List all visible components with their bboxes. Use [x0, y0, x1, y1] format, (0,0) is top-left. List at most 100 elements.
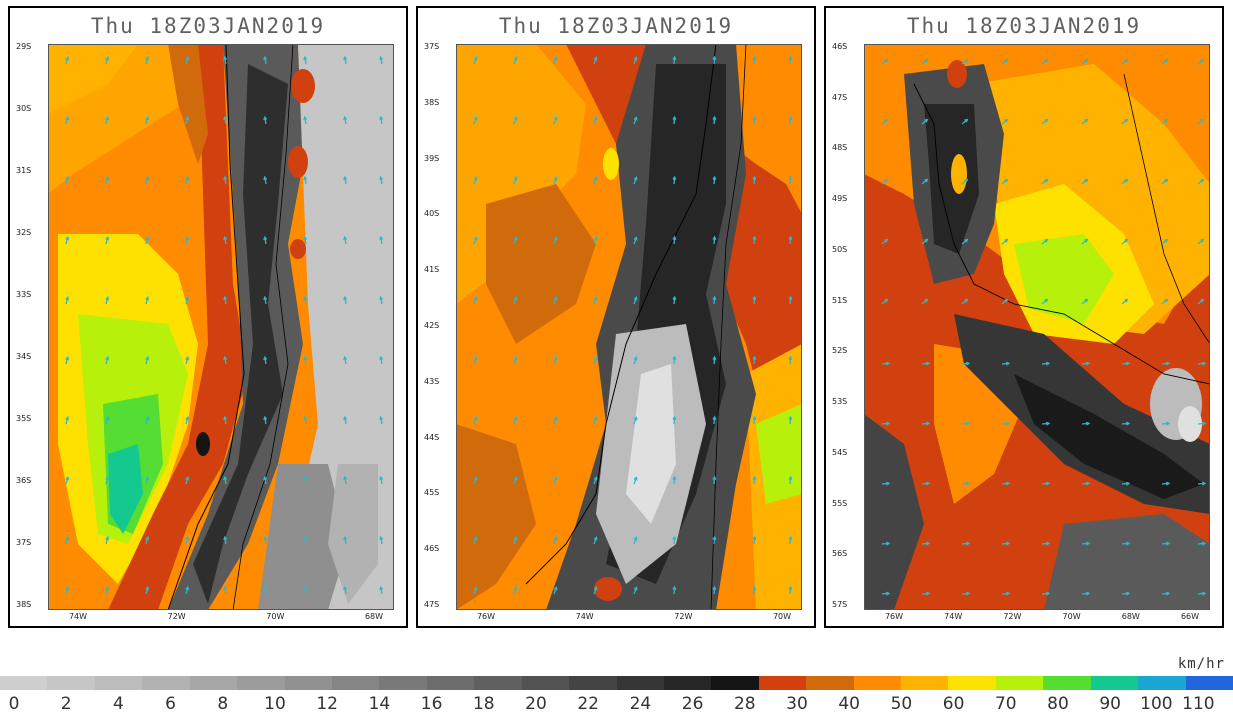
- colorbar-label: 8: [217, 694, 229, 714]
- border-line: [1123, 73, 1210, 345]
- colorbar-segment: [853, 676, 902, 690]
- colorbar: [0, 676, 1233, 690]
- latitude-tick-label: 36S: [16, 476, 32, 485]
- wind-pocket: [288, 146, 308, 178]
- colorbar-label: 90: [1099, 694, 1122, 714]
- wind-speed-map: [48, 44, 394, 610]
- panel-title: Thu 18Z03JAN2019: [498, 14, 734, 38]
- longitude-tick-label: 74W: [575, 612, 594, 621]
- colorbar-label: 22: [577, 694, 600, 714]
- colorbar-segment: [0, 676, 49, 690]
- colorbar-segment: [569, 676, 618, 690]
- colorbar-label: 10: [264, 694, 286, 714]
- ocean-wind-region: [48, 44, 138, 114]
- latitude-tick-label: 51S: [832, 295, 848, 305]
- longitude-tick-label: 74W: [944, 612, 963, 621]
- island-terrain: [1014, 374, 1204, 499]
- wind-speed-map: [456, 44, 802, 610]
- coastline: [525, 44, 717, 585]
- ocean-wind-region: [486, 184, 596, 344]
- latitude-tick-label: 48S: [832, 143, 848, 153]
- map-panel: Thu 18Z03JAN2019 29S 30S 31S 32S 33S 34S 35S 36S…: [8, 6, 408, 628]
- colorbar-label: 20: [525, 694, 547, 714]
- colorbar-segment: [901, 676, 950, 690]
- border-line: [710, 44, 747, 610]
- colorbar-segment: [616, 676, 665, 690]
- colorbar-label: 2: [60, 694, 72, 714]
- latitude-tick-label: 46S: [424, 544, 440, 554]
- longitude-tick-label: 70W: [772, 612, 792, 621]
- latitude-tick-label: 55S: [832, 498, 848, 508]
- wind-pocket: [594, 577, 622, 601]
- longitude-tick-label: 72W: [1003, 612, 1022, 621]
- colorbar-segment: [806, 676, 855, 690]
- colorbar-segment: [94, 676, 143, 690]
- colorbar-segment: [379, 676, 428, 690]
- map-panel: Thu 18Z03JAN2019 37S 38S 39S 40S 41S 42S 43S 44S…: [416, 6, 816, 628]
- latitude-tick-label: 54S: [832, 447, 848, 457]
- latitude-tick-label: 38S: [424, 97, 440, 107]
- lee-terrain: [258, 464, 348, 610]
- latitude-tick-label: 50S: [832, 244, 848, 254]
- colorbar-label: 24: [629, 694, 652, 714]
- latitude-tick-label: 43S: [424, 376, 440, 386]
- wind-pocket: [951, 154, 967, 194]
- wind-vectors: [65, 55, 384, 595]
- coastal-wind-band: [168, 44, 208, 164]
- longitude-tick-label: 68W: [1121, 612, 1140, 621]
- latitude-tick-label: 29S: [16, 42, 32, 51]
- colorbar-label: 110: [1182, 694, 1215, 714]
- colorbar-segment: [1185, 676, 1233, 690]
- latitude-tick-label: 31S: [16, 166, 32, 175]
- longitude-tick-label: 76W: [476, 612, 496, 621]
- coastline: [913, 83, 1210, 385]
- latitude-tick-label: 44S: [424, 432, 440, 442]
- map-panel: Thu 18Z03JAN2019 46S 47S 48S 49S 50S 51S 52S 53S…: [824, 6, 1224, 628]
- latitude-tick-label: 56S: [832, 549, 848, 559]
- colorbar-segment: [948, 676, 997, 690]
- latitude-tick-label: 57S: [832, 600, 848, 609]
- colorbar-segment: [995, 676, 1044, 690]
- longitude-tick-label: 68W: [364, 612, 384, 621]
- latitude-tick-label: 41S: [424, 265, 440, 275]
- latitude-tick-label: 47S: [832, 92, 848, 102]
- coastline: [167, 44, 245, 610]
- latitude-tick-label: 39S: [424, 153, 440, 163]
- longitude-tick-label: 72W: [167, 612, 186, 621]
- colorbar-label: 80: [1047, 694, 1069, 714]
- colorbar-segment: [142, 676, 191, 690]
- colorbar-segment: [47, 676, 96, 690]
- wind-pocket: [603, 148, 619, 180]
- colorbar-segment: [189, 676, 238, 690]
- colorbar-segment: [237, 676, 286, 690]
- colorbar-label: 40: [838, 694, 861, 714]
- latitude-tick-label: 34S: [16, 352, 32, 361]
- longitude-tick-label: 70W: [1062, 612, 1081, 621]
- colorbar-label: 16: [420, 694, 443, 714]
- ice-field-terrain: [626, 364, 676, 524]
- colorbar-label: 50: [890, 694, 913, 714]
- colorbar-segment: [521, 676, 570, 690]
- latitude-tick-label: 38S: [16, 600, 32, 609]
- latitude-tick-label: 35S: [16, 414, 32, 423]
- colorbar-label: 70: [994, 694, 1017, 714]
- latitude-tick-label: 47S: [424, 600, 440, 609]
- wind-vectors: [881, 58, 1207, 596]
- colorbar-label: 60: [942, 694, 965, 714]
- wind-pocket: [1178, 406, 1202, 442]
- colorbar-units: km/hr: [1177, 656, 1225, 672]
- colorbar-segment: [1138, 676, 1187, 690]
- colorbar-label: 0: [8, 694, 20, 714]
- wind-pocket: [947, 60, 967, 88]
- ocean-wind-region: [108, 444, 143, 534]
- wind-speed-map: [864, 44, 1210, 610]
- colorbar-segment: [1043, 676, 1092, 690]
- panel-title: Thu 18Z03JAN2019: [90, 14, 326, 38]
- latitude-tick-label: 53S: [832, 397, 848, 407]
- coastal-wind-band: [108, 44, 248, 610]
- colorbar-label: 26: [681, 694, 704, 714]
- panel-title: Thu 18Z03JAN2019: [906, 14, 1142, 38]
- colorbar-label: 14: [368, 694, 391, 714]
- colorbar-label: 6: [165, 694, 177, 714]
- latitude-tick-label: 49S: [832, 194, 848, 204]
